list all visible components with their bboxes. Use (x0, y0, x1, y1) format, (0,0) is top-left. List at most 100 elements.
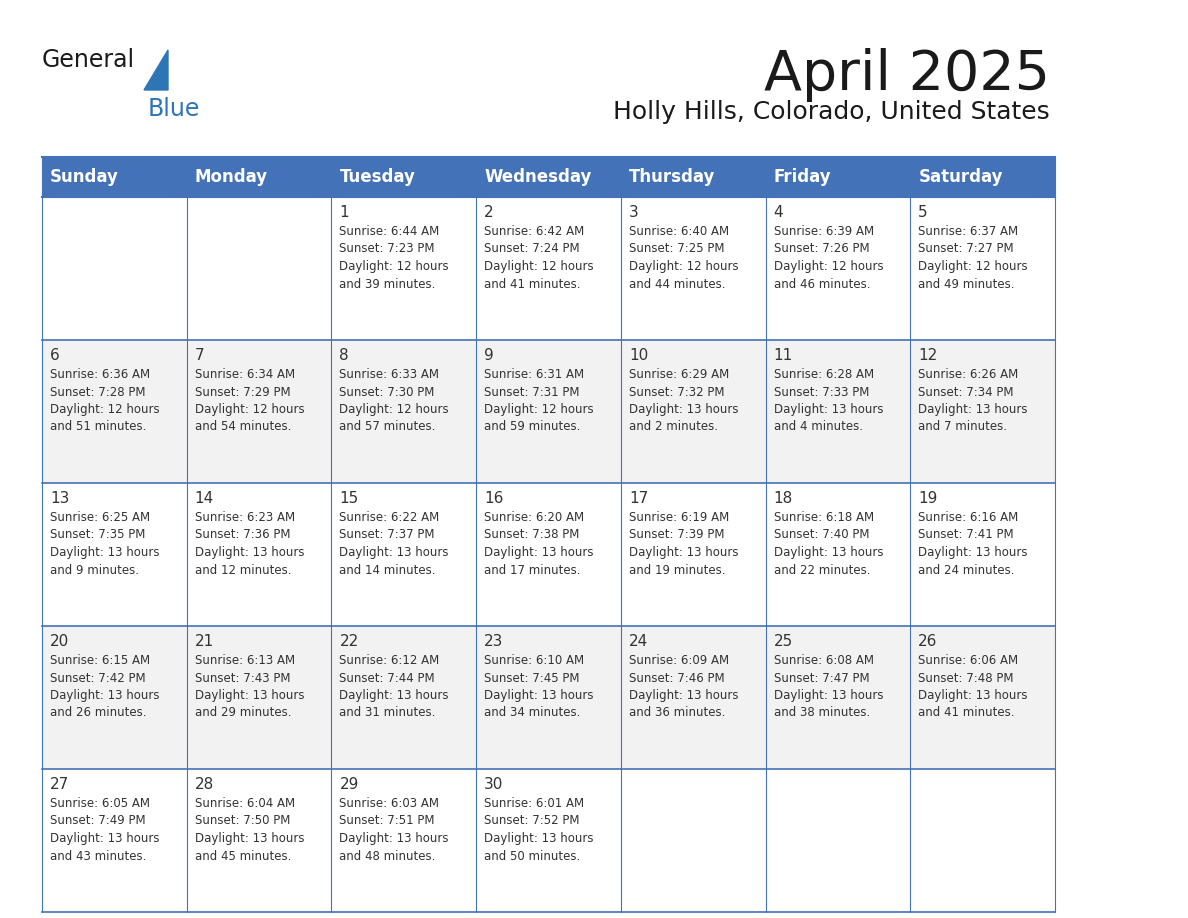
Bar (476, 626, 621, 769)
Text: 19: 19 (918, 491, 937, 506)
Text: 30: 30 (485, 777, 504, 792)
Bar (910, 157, 1055, 197)
Bar (621, 157, 765, 197)
Text: Wednesday: Wednesday (485, 168, 592, 186)
Bar (621, 197, 765, 340)
Text: Sunrise: 6:10 AM
Sunset: 7:45 PM
Daylight: 13 hours
and 34 minutes.: Sunrise: 6:10 AM Sunset: 7:45 PM Dayligh… (485, 654, 594, 720)
Bar (331, 340, 476, 483)
Text: 25: 25 (773, 634, 792, 649)
Bar (42, 626, 187, 769)
Text: Monday: Monday (195, 168, 267, 186)
Text: Sunrise: 6:04 AM
Sunset: 7:50 PM
Daylight: 13 hours
and 45 minutes.: Sunrise: 6:04 AM Sunset: 7:50 PM Dayligh… (195, 797, 304, 863)
Bar (765, 483, 910, 626)
Text: Tuesday: Tuesday (340, 168, 416, 186)
Text: Sunrise: 6:40 AM
Sunset: 7:25 PM
Daylight: 12 hours
and 44 minutes.: Sunrise: 6:40 AM Sunset: 7:25 PM Dayligh… (628, 225, 739, 290)
Text: 15: 15 (340, 491, 359, 506)
Bar (187, 340, 331, 483)
Text: Sunrise: 6:42 AM
Sunset: 7:24 PM
Daylight: 12 hours
and 41 minutes.: Sunrise: 6:42 AM Sunset: 7:24 PM Dayligh… (485, 225, 594, 290)
Bar (621, 626, 765, 769)
Text: 10: 10 (628, 348, 649, 363)
Text: Sunrise: 6:09 AM
Sunset: 7:46 PM
Daylight: 13 hours
and 36 minutes.: Sunrise: 6:09 AM Sunset: 7:46 PM Dayligh… (628, 654, 739, 720)
Polygon shape (144, 50, 168, 90)
Text: Sunrise: 6:44 AM
Sunset: 7:23 PM
Daylight: 12 hours
and 39 minutes.: Sunrise: 6:44 AM Sunset: 7:23 PM Dayligh… (340, 225, 449, 290)
Bar (476, 769, 621, 912)
Text: Sunrise: 6:29 AM
Sunset: 7:32 PM
Daylight: 13 hours
and 2 minutes.: Sunrise: 6:29 AM Sunset: 7:32 PM Dayligh… (628, 368, 739, 433)
Text: Thursday: Thursday (628, 168, 715, 186)
Bar (476, 157, 621, 197)
Text: Friday: Friday (773, 168, 832, 186)
Text: 18: 18 (773, 491, 792, 506)
Text: Sunrise: 6:19 AM
Sunset: 7:39 PM
Daylight: 13 hours
and 19 minutes.: Sunrise: 6:19 AM Sunset: 7:39 PM Dayligh… (628, 511, 739, 577)
Bar (910, 483, 1055, 626)
Text: Sunrise: 6:28 AM
Sunset: 7:33 PM
Daylight: 13 hours
and 4 minutes.: Sunrise: 6:28 AM Sunset: 7:33 PM Dayligh… (773, 368, 883, 433)
Text: 20: 20 (50, 634, 69, 649)
Text: 28: 28 (195, 777, 214, 792)
Bar (187, 197, 331, 340)
Bar (42, 197, 187, 340)
Text: 6: 6 (50, 348, 59, 363)
Text: 1: 1 (340, 205, 349, 220)
Text: Sunrise: 6:08 AM
Sunset: 7:47 PM
Daylight: 13 hours
and 38 minutes.: Sunrise: 6:08 AM Sunset: 7:47 PM Dayligh… (773, 654, 883, 720)
Text: 13: 13 (50, 491, 69, 506)
Text: 29: 29 (340, 777, 359, 792)
Bar (42, 340, 187, 483)
Text: 16: 16 (485, 491, 504, 506)
Bar (331, 769, 476, 912)
Text: 8: 8 (340, 348, 349, 363)
Bar (621, 340, 765, 483)
Text: Holly Hills, Colorado, United States: Holly Hills, Colorado, United States (613, 100, 1050, 124)
Bar (187, 769, 331, 912)
Text: Sunrise: 6:20 AM
Sunset: 7:38 PM
Daylight: 13 hours
and 17 minutes.: Sunrise: 6:20 AM Sunset: 7:38 PM Dayligh… (485, 511, 594, 577)
Text: 11: 11 (773, 348, 792, 363)
Text: April 2025: April 2025 (764, 48, 1050, 102)
Bar (476, 483, 621, 626)
Bar (910, 340, 1055, 483)
Text: 22: 22 (340, 634, 359, 649)
Text: Sunrise: 6:12 AM
Sunset: 7:44 PM
Daylight: 13 hours
and 31 minutes.: Sunrise: 6:12 AM Sunset: 7:44 PM Dayligh… (340, 654, 449, 720)
Text: 7: 7 (195, 348, 204, 363)
Text: Sunrise: 6:18 AM
Sunset: 7:40 PM
Daylight: 13 hours
and 22 minutes.: Sunrise: 6:18 AM Sunset: 7:40 PM Dayligh… (773, 511, 883, 577)
Text: Sunrise: 6:26 AM
Sunset: 7:34 PM
Daylight: 13 hours
and 7 minutes.: Sunrise: 6:26 AM Sunset: 7:34 PM Dayligh… (918, 368, 1028, 433)
Text: Sunrise: 6:23 AM
Sunset: 7:36 PM
Daylight: 13 hours
and 12 minutes.: Sunrise: 6:23 AM Sunset: 7:36 PM Dayligh… (195, 511, 304, 577)
Text: Sunrise: 6:39 AM
Sunset: 7:26 PM
Daylight: 12 hours
and 46 minutes.: Sunrise: 6:39 AM Sunset: 7:26 PM Dayligh… (773, 225, 883, 290)
Text: 24: 24 (628, 634, 649, 649)
Bar (476, 340, 621, 483)
Text: 27: 27 (50, 777, 69, 792)
Text: Sunrise: 6:37 AM
Sunset: 7:27 PM
Daylight: 12 hours
and 49 minutes.: Sunrise: 6:37 AM Sunset: 7:27 PM Dayligh… (918, 225, 1028, 290)
Bar (910, 197, 1055, 340)
Bar (187, 626, 331, 769)
Bar (42, 157, 187, 197)
Bar (621, 769, 765, 912)
Text: 26: 26 (918, 634, 937, 649)
Text: Sunrise: 6:13 AM
Sunset: 7:43 PM
Daylight: 13 hours
and 29 minutes.: Sunrise: 6:13 AM Sunset: 7:43 PM Dayligh… (195, 654, 304, 720)
Bar (765, 769, 910, 912)
Text: 5: 5 (918, 205, 928, 220)
Text: Sunrise: 6:16 AM
Sunset: 7:41 PM
Daylight: 13 hours
and 24 minutes.: Sunrise: 6:16 AM Sunset: 7:41 PM Dayligh… (918, 511, 1028, 577)
Text: 4: 4 (773, 205, 783, 220)
Text: Sunrise: 6:25 AM
Sunset: 7:35 PM
Daylight: 13 hours
and 9 minutes.: Sunrise: 6:25 AM Sunset: 7:35 PM Dayligh… (50, 511, 159, 577)
Bar (476, 197, 621, 340)
Text: 9: 9 (485, 348, 494, 363)
Bar (621, 483, 765, 626)
Bar (910, 626, 1055, 769)
Text: 23: 23 (485, 634, 504, 649)
Bar (765, 157, 910, 197)
Text: Sunrise: 6:03 AM
Sunset: 7:51 PM
Daylight: 13 hours
and 48 minutes.: Sunrise: 6:03 AM Sunset: 7:51 PM Dayligh… (340, 797, 449, 863)
Bar (765, 626, 910, 769)
Text: Sunrise: 6:33 AM
Sunset: 7:30 PM
Daylight: 12 hours
and 57 minutes.: Sunrise: 6:33 AM Sunset: 7:30 PM Dayligh… (340, 368, 449, 433)
Text: Sunrise: 6:01 AM
Sunset: 7:52 PM
Daylight: 13 hours
and 50 minutes.: Sunrise: 6:01 AM Sunset: 7:52 PM Dayligh… (485, 797, 594, 863)
Text: General: General (42, 48, 135, 72)
Text: Sunday: Sunday (50, 168, 119, 186)
Text: 14: 14 (195, 491, 214, 506)
Bar (187, 483, 331, 626)
Text: Sunrise: 6:36 AM
Sunset: 7:28 PM
Daylight: 12 hours
and 51 minutes.: Sunrise: 6:36 AM Sunset: 7:28 PM Dayligh… (50, 368, 159, 433)
Text: Sunrise: 6:22 AM
Sunset: 7:37 PM
Daylight: 13 hours
and 14 minutes.: Sunrise: 6:22 AM Sunset: 7:37 PM Dayligh… (340, 511, 449, 577)
Bar (331, 626, 476, 769)
Text: 12: 12 (918, 348, 937, 363)
Text: Blue: Blue (148, 97, 201, 121)
Text: Sunrise: 6:15 AM
Sunset: 7:42 PM
Daylight: 13 hours
and 26 minutes.: Sunrise: 6:15 AM Sunset: 7:42 PM Dayligh… (50, 654, 159, 720)
Text: 2: 2 (485, 205, 494, 220)
Bar (765, 197, 910, 340)
Text: 3: 3 (628, 205, 639, 220)
Bar (765, 340, 910, 483)
